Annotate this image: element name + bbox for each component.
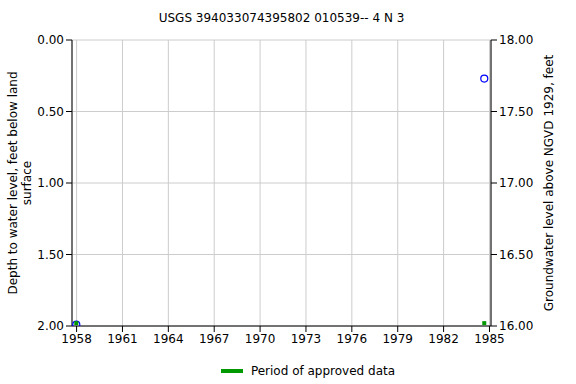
svg-text:surface: surface bbox=[20, 161, 34, 205]
svg-text:1976: 1976 bbox=[337, 332, 368, 346]
svg-text:18.00: 18.00 bbox=[499, 33, 533, 47]
svg-text:1970: 1970 bbox=[245, 332, 276, 346]
svg-text:Groundwater level above NGVD 1: Groundwater level above NGVD 1929, feet bbox=[542, 54, 556, 311]
svg-text:Depth to water level, feet bel: Depth to water level, feet below land bbox=[8, 71, 20, 294]
svg-text:1979: 1979 bbox=[382, 332, 413, 346]
svg-text:1.00: 1.00 bbox=[37, 176, 64, 190]
svg-text:1958: 1958 bbox=[61, 332, 92, 346]
svg-text:1961: 1961 bbox=[107, 332, 138, 346]
svg-text:1973: 1973 bbox=[291, 332, 322, 346]
svg-text:1.50: 1.50 bbox=[37, 248, 64, 262]
svg-text:16.00: 16.00 bbox=[499, 319, 533, 333]
svg-text:0.00: 0.00 bbox=[37, 33, 64, 47]
svg-text:1985: 1985 bbox=[474, 332, 505, 346]
svg-text:17.00: 17.00 bbox=[499, 176, 533, 190]
svg-text:0.50: 0.50 bbox=[37, 105, 64, 119]
svg-text:16.50: 16.50 bbox=[499, 248, 533, 262]
html-text:USGS 394033074395802 010539--: USGS 394033074395802 010539-- 4 N 3 bbox=[158, 11, 405, 25]
html-text:Period of approved data: Period of approved data bbox=[250, 364, 396, 378]
svg-text:1982: 1982 bbox=[428, 332, 459, 346]
svg-text:1964: 1964 bbox=[153, 332, 184, 346]
svg-text:2.00: 2.00 bbox=[37, 319, 64, 333]
svg-text:1967: 1967 bbox=[199, 332, 230, 346]
svg-text:17.50: 17.50 bbox=[499, 105, 533, 119]
